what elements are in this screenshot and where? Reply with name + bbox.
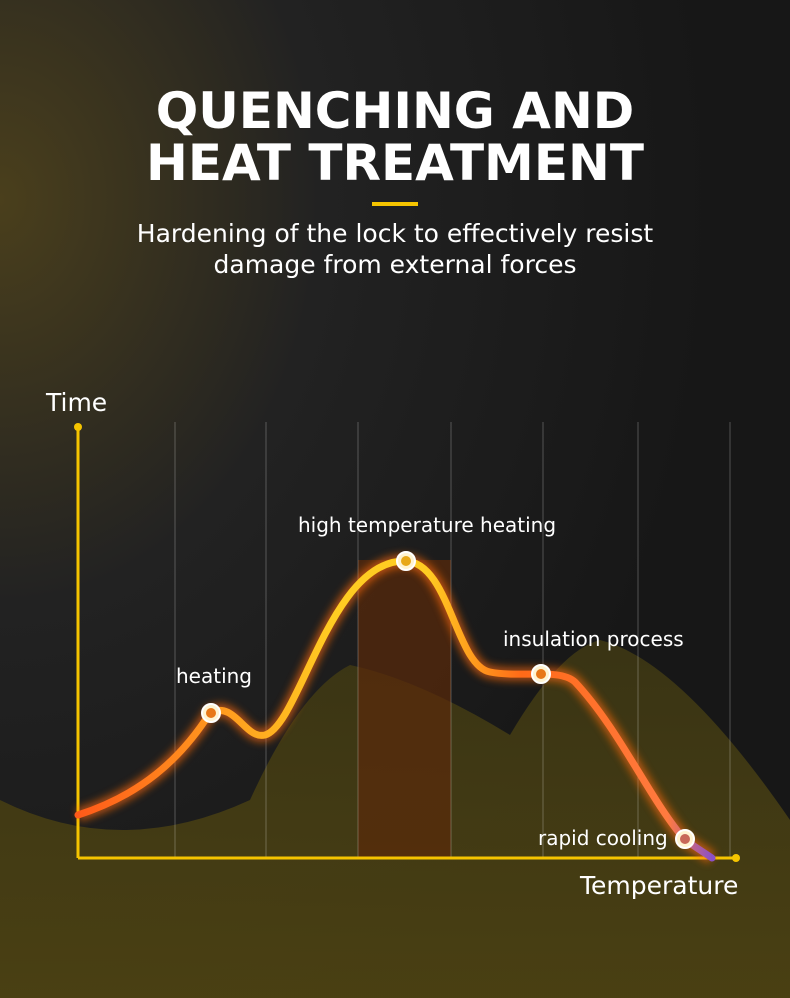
highlight: [358, 560, 451, 858]
axis-end: [732, 854, 740, 862]
markers: [201, 551, 695, 849]
grid: [174, 422, 731, 858]
subtitle: Hardening of the lock to effectively res…: [137, 219, 654, 248]
divider: [372, 202, 418, 206]
marker: [680, 834, 690, 844]
title: QUENCHING AND: [156, 82, 635, 140]
marker: [536, 669, 546, 679]
marker: [206, 708, 216, 718]
point-label: high temperature heating: [298, 513, 556, 537]
axis-end: [74, 423, 82, 431]
point-label: rapid cooling: [538, 826, 668, 850]
x-axis-label: Temperature: [579, 871, 738, 900]
y-axis-label: Time: [45, 388, 107, 417]
subtitle: damage from external forces: [214, 250, 577, 279]
point-label: heating: [176, 664, 252, 688]
marker: [401, 556, 411, 566]
title: HEAT TREATMENT: [146, 134, 644, 192]
point-label: insulation process: [503, 627, 684, 651]
